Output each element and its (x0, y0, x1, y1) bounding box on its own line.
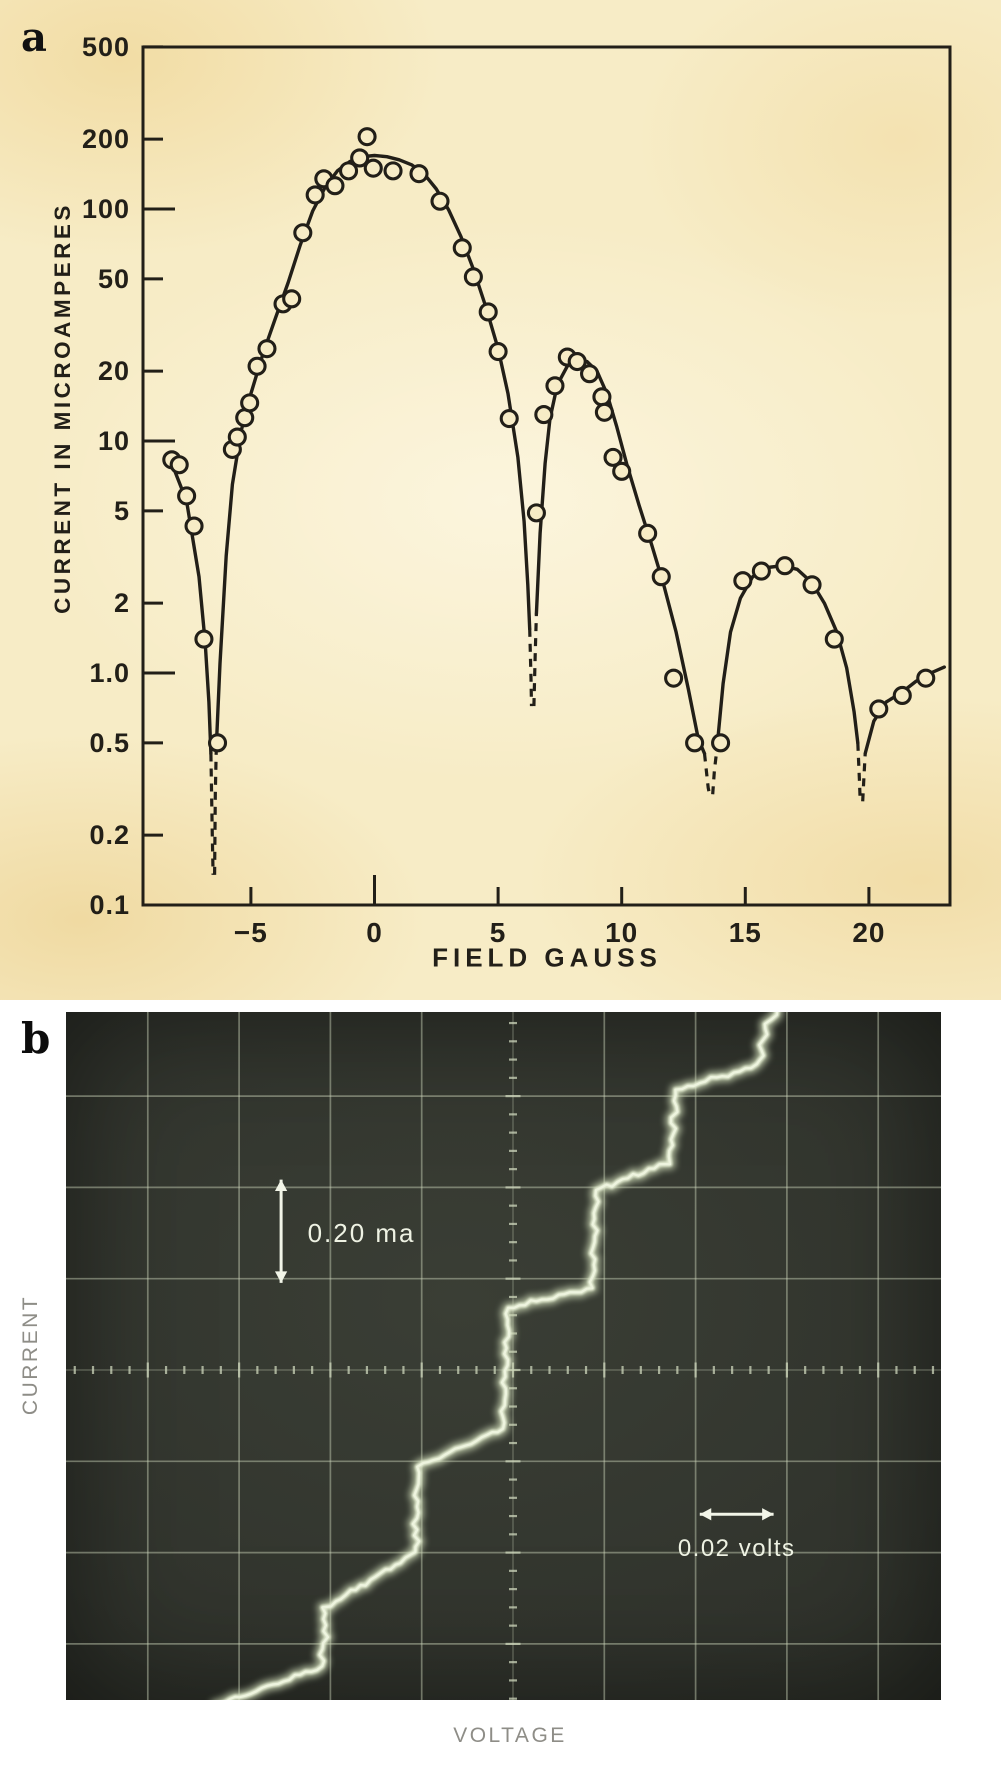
data-point (357, 127, 377, 147)
current-scale-label: 0.20 ma (308, 1218, 416, 1248)
panel-a-y-axis-label: CURRENT IN MICROAMPERES (50, 202, 75, 614)
data-point (545, 376, 565, 396)
panel-a-label: a (21, 14, 47, 61)
data-point (651, 567, 671, 587)
voltage-scale-label: 0.02 volts (678, 1535, 796, 1562)
data-point (293, 223, 313, 243)
data-point (194, 629, 214, 649)
data-point (409, 164, 429, 184)
y-tick-label: 20 (98, 356, 130, 386)
data-point (594, 402, 614, 422)
x-tick-label: 15 (729, 917, 762, 948)
fraunhofer-curve-dashed (209, 753, 215, 875)
x-tick-label: 0 (366, 917, 383, 948)
y-tick-label: 1.0 (89, 658, 130, 688)
oscilloscope-photo: 0.20 ma 0.02 volts (66, 1012, 941, 1700)
data-point (526, 503, 546, 523)
fraunhofer-curve-solid (715, 564, 860, 751)
data-point (227, 427, 247, 447)
arrowhead (274, 1271, 288, 1283)
data-point (580, 364, 600, 384)
data-point (603, 447, 623, 467)
data-point (463, 267, 483, 287)
data-point (664, 668, 684, 688)
data-point (350, 148, 370, 168)
x-tick-label: 10 (605, 917, 638, 948)
data-point (916, 668, 936, 688)
panel-a-fraunhofer-plot: a 500 200 100 50 20 10 5 2 1.0 0.5 0.2 0.1 −5 0 5 10 15 2… (0, 0, 1001, 1000)
y-tick-label: 5 (114, 496, 130, 526)
data-point (363, 158, 383, 178)
field-vs-current-chart: 500 200 100 50 20 10 5 2 1.0 0.5 0.2 0.1 −5 0 5 10 15 20 (82, 32, 952, 948)
y-tick-label: 10 (98, 426, 130, 456)
data-point (240, 393, 260, 413)
fraunhofer-curve-dashed (861, 753, 867, 802)
data-point (592, 387, 612, 407)
data-point (247, 356, 267, 376)
fraunhofer-curve-dashed (711, 748, 719, 795)
data-point (775, 556, 795, 576)
y-tick-label: 50 (98, 264, 130, 294)
y-tick-label: 200 (82, 124, 130, 154)
y-tick-label: 100 (82, 194, 130, 224)
data-point (184, 516, 204, 536)
data-point (612, 461, 632, 481)
y-tick-label: 500 (82, 32, 130, 62)
panel-b-y-axis-label: CURRENT (19, 1294, 42, 1416)
data-point (499, 408, 519, 429)
panel-b-x-axis-label: VOLTAGE (453, 1724, 567, 1747)
data-point (169, 455, 189, 475)
data-point (869, 699, 889, 719)
data-point (338, 161, 359, 181)
trace-mid (223, 1012, 780, 1700)
fraunhofer-curve-dashed (213, 746, 218, 875)
fraunhofer-curve-solid (214, 153, 532, 749)
fraunhofer-curve-dashed (532, 613, 538, 707)
x-tick-label: 5 (490, 917, 507, 948)
panel-b-label: b (21, 1014, 51, 1063)
y-tick-label: 0.1 (89, 890, 130, 920)
y-tick-label: 0.2 (89, 820, 130, 850)
fraunhofer-curve-dashed (856, 742, 862, 802)
data-point (534, 405, 554, 425)
arrowhead (762, 1508, 774, 1521)
data-point (733, 571, 753, 591)
x-tick-label: −5 (234, 917, 268, 948)
data-point (478, 302, 498, 322)
data-point (751, 561, 771, 581)
data-point (430, 191, 450, 211)
data-point (383, 161, 403, 181)
y-tick-label: 0.5 (89, 728, 130, 758)
data-point (685, 733, 705, 753)
data-point (567, 352, 587, 372)
fraunhofer-curve-solid (534, 357, 707, 756)
arrowhead (699, 1508, 712, 1521)
data-point (824, 629, 844, 649)
data-point (257, 339, 277, 359)
data-point (802, 575, 822, 595)
trace-glow (214, 1012, 783, 1700)
data-point (325, 176, 345, 196)
data-point (711, 733, 731, 753)
arrowhead (274, 1179, 288, 1192)
fraunhofer-curve-dashed (702, 753, 712, 795)
data-point (177, 486, 197, 506)
data-point (282, 289, 302, 309)
data-point (207, 733, 228, 753)
data-point (452, 238, 472, 258)
trace-core (226, 1012, 779, 1700)
iv-staircase-trace: 0.20 ma 0.02 volts (66, 1012, 941, 1700)
panel-a-x-axis-label: FIELD GAUSS (432, 942, 662, 973)
y-tick-label: 2 (114, 588, 130, 618)
x-tick-label: 20 (852, 917, 885, 948)
data-point (305, 185, 325, 205)
fraunhofer-curve-dashed (528, 628, 534, 707)
data-point (488, 341, 508, 362)
data-point (638, 523, 658, 543)
data-point (892, 685, 912, 706)
